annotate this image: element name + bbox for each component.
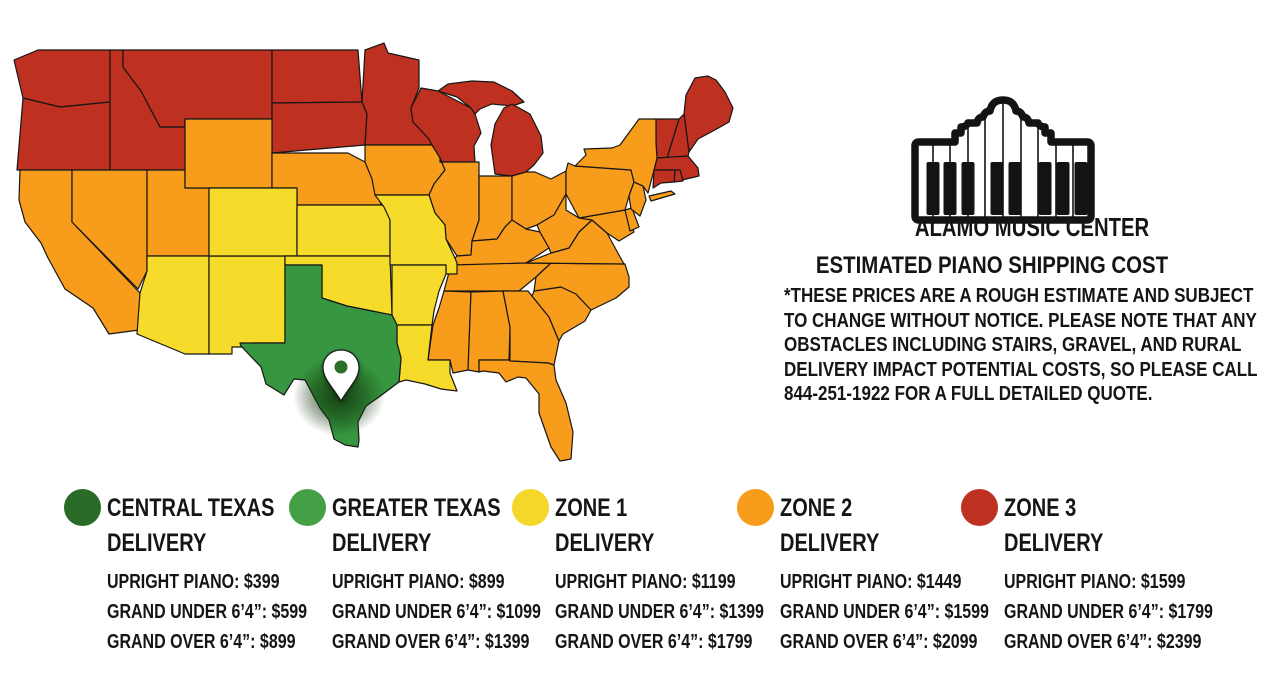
zone1-region [136, 187, 458, 392]
price-grand-over: GRAND OVER 6’4”: $1799 [555, 631, 753, 653]
state-missouri [374, 194, 458, 275]
legend-zone-name: ZONE 1 [555, 494, 628, 522]
price-grand-under: GRAND UNDER 6’4”: $1399 [555, 601, 764, 623]
legend-zone-sub: DELIVERY [107, 529, 207, 557]
state-maine [683, 75, 734, 153]
central-texas-color-dot [64, 489, 101, 526]
legend-item-zone-2: ZONE 2 DELIVERY UPRIGHT PIANO: $1449 GRA… [737, 487, 989, 657]
state-new-mexico [208, 255, 286, 355]
zone2-region [18, 118, 676, 462]
state-north-carolina [525, 262, 630, 311]
state-north-dakota [271, 49, 363, 104]
legend-item-greater-texas: GREATER TEXAS DELIVERY UPRIGHT PIANO: $8… [289, 487, 541, 657]
price-grand-under: GRAND UNDER 6’4”: $1099 [332, 601, 541, 623]
location-pin [322, 349, 360, 402]
state-pennsylvania [565, 162, 635, 219]
pin-body [322, 349, 360, 402]
price-upright: UPRIGHT PIANO: $899 [332, 571, 505, 593]
price-grand-under: GRAND UNDER 6’4”: $1599 [780, 601, 989, 623]
info-title: ESTIMATED PIANO SHIPPING COST [815, 252, 1169, 279]
price-upright: UPRIGHT PIANO: $399 [107, 571, 280, 593]
state-nevada [71, 169, 148, 290]
state-georgia [502, 290, 560, 366]
black-keys [926, 162, 1088, 215]
legend-zone-sub: DELIVERY [1004, 529, 1104, 557]
legend-zone-name: CENTRAL TEXAS [107, 494, 275, 522]
zone3-region [13, 42, 734, 189]
state-oregon [16, 97, 111, 171]
disclaimer-line-phone: 844-251-1922 FOR A FULL DETAILED QUOTE. [784, 383, 1153, 406]
long-island [648, 190, 676, 202]
state-colorado [208, 187, 298, 257]
state-south-dakota [271, 101, 368, 154]
price-upright: UPRIGHT PIANO: $1449 [780, 571, 962, 593]
zone2-color-dot [737, 489, 774, 526]
state-kansas [296, 204, 391, 257]
legend-zone-name: GREATER TEXAS [332, 494, 501, 522]
price-grand-over: GRAND OVER 6’4”: $899 [107, 631, 296, 653]
price-grand-under: GRAND UNDER 6’4”: $1799 [1004, 601, 1213, 623]
price-upright: UPRIGHT PIANO: $1199 [555, 571, 736, 593]
legend-zone-name: ZONE 3 [1004, 494, 1077, 522]
state-arizona [136, 255, 210, 355]
pin-hole [334, 360, 348, 374]
state-connecticut [652, 169, 676, 189]
legend-zone-sub: DELIVERY [780, 529, 880, 557]
zone3-color-dot [961, 489, 998, 526]
state-michigan [490, 103, 544, 177]
state-wyoming [184, 118, 273, 189]
logo-wordmark: ALAMO MUSIC CENTER [914, 212, 1150, 242]
disclaimer-line: TO CHANGE WITHOUT NOTICE. PLEASE NOTE TH… [784, 309, 1257, 332]
legend-item-zone-1: ZONE 1 DELIVERY UPRIGHT PIANO: $1199 GRA… [512, 487, 764, 657]
legend-item-zone-3: ZONE 3 DELIVERY UPRIGHT PIANO: $1599 GRA… [961, 487, 1213, 657]
legend-zone-sub: DELIVERY [332, 529, 432, 557]
info-disclaimer: *THESE PRICES ARE A ROUGH ESTIMATE AND S… [784, 284, 1258, 407]
price-grand-over: GRAND OVER 6’4”: $2399 [1004, 631, 1202, 653]
zone1-color-dot [512, 489, 549, 526]
disclaimer-line: *THESE PRICES ARE A ROUGH ESTIMATE AND S… [784, 285, 1254, 307]
legend-zone-sub: DELIVERY [555, 529, 655, 557]
disclaimer-line: DELIVERY IMPACT POTENTIAL COSTS, SO PLEA… [784, 358, 1258, 381]
state-florida [478, 359, 574, 462]
state-washington [13, 49, 111, 108]
legend-item-central-texas: CENTRAL TEXAS DELIVERY UPRIGHT PIANO: $3… [64, 487, 308, 657]
disclaimer-line: OBSTACLES INCLUDING STAIRS, GRAVEL, AND … [784, 334, 1242, 357]
state-new-york [574, 118, 658, 194]
legend-zone-name: ZONE 2 [780, 494, 853, 522]
price-upright: UPRIGHT PIANO: $1599 [1004, 571, 1186, 593]
alamo-music-center-logo [911, 96, 1095, 224]
state-delaware [624, 207, 640, 232]
price-grand-under: GRAND UNDER 6’4”: $599 [107, 601, 308, 623]
us-shipping-zone-map [13, 42, 734, 462]
price-grand-over: GRAND OVER 6’4”: $2099 [780, 631, 978, 653]
price-grand-over: GRAND OVER 6’4”: $1399 [332, 631, 530, 653]
greater-texas-color-dot [289, 489, 326, 526]
